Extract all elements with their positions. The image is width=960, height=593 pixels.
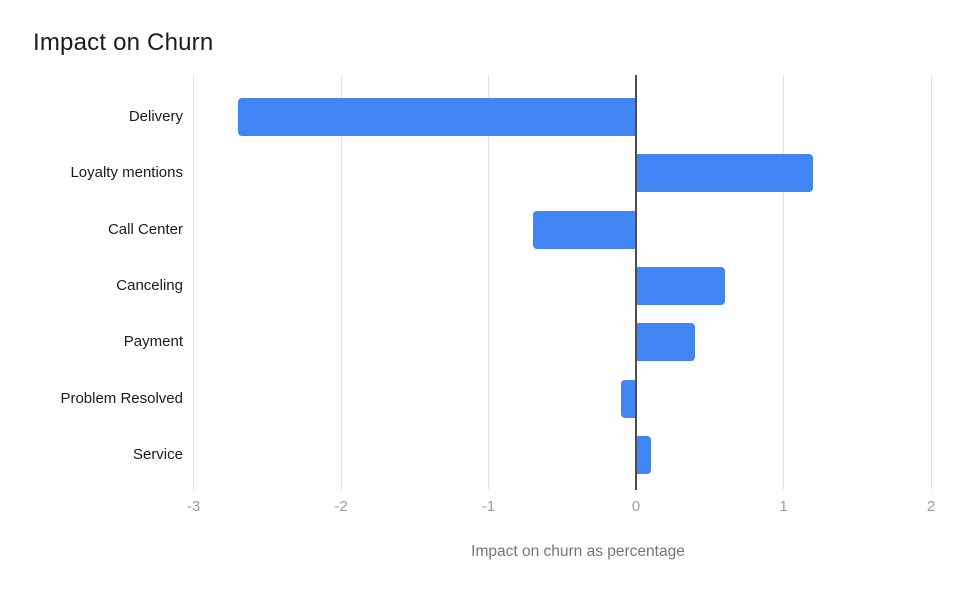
bar-delivery[interactable] bbox=[237, 98, 636, 137]
gridline bbox=[193, 75, 194, 490]
bar-service[interactable] bbox=[636, 435, 651, 474]
x-tick-label: 2 bbox=[926, 498, 936, 515]
gridline bbox=[930, 75, 932, 490]
bar-payment[interactable] bbox=[636, 323, 695, 362]
bar-loyalty-mentions[interactable] bbox=[636, 154, 813, 193]
category-label-canceling: Canceling bbox=[116, 277, 183, 294]
category-label-call-center: Call Center bbox=[107, 220, 183, 238]
bar-call-center[interactable] bbox=[532, 210, 636, 249]
chart-title: Impact on Churn bbox=[33, 29, 214, 56]
category-label-payment: Payment bbox=[123, 333, 183, 351]
x-tick-label: 1 bbox=[779, 498, 788, 515]
x-tick-label: -3 bbox=[186, 498, 201, 515]
x-axis-title: Impact on churn as percentage bbox=[471, 543, 685, 560]
category-label-loyalty-mentions: Loyalty mentions bbox=[70, 164, 183, 182]
x-tick-label: -2 bbox=[334, 498, 348, 515]
gridline bbox=[340, 75, 342, 490]
gridline bbox=[488, 75, 489, 490]
bar-problem-resolved[interactable] bbox=[621, 379, 636, 418]
x-tick-label: -1 bbox=[481, 498, 496, 515]
zero-baseline bbox=[635, 75, 637, 490]
category-label-problem-resolved: Problem Resolved bbox=[60, 389, 183, 407]
gridline bbox=[783, 75, 784, 490]
category-label-service: Service bbox=[132, 445, 183, 463]
category-label-delivery: Delivery bbox=[128, 108, 183, 126]
x-tick-label: 0 bbox=[631, 498, 641, 515]
bar-canceling[interactable] bbox=[636, 267, 725, 305]
